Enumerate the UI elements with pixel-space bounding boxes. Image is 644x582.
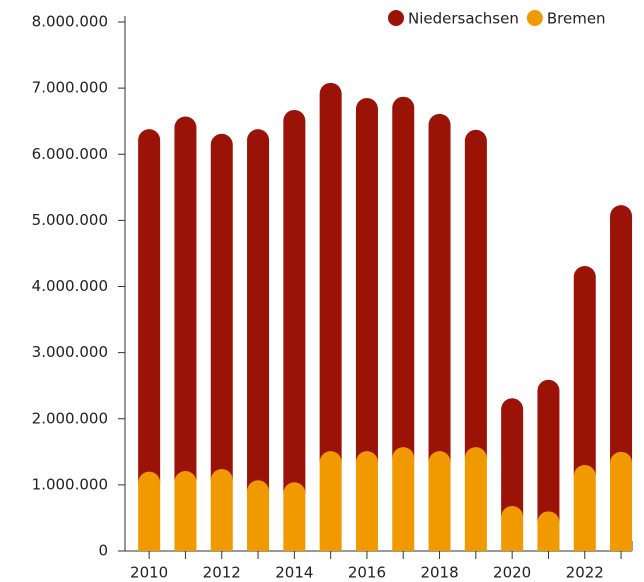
y-tick-label: 6.000.000 [32,145,108,163]
x-tick-label: 2014 [275,564,313,582]
bar-segment [355,98,378,463]
bar-segment [501,398,524,518]
bar-segment [573,266,596,477]
y-tick-label: 4.000.000 [32,277,108,295]
bar-segment [355,451,378,551]
bar-segment [247,480,270,551]
legend-label: Bremen [547,10,606,28]
bar-segment [501,506,524,551]
bar-segment [428,113,451,463]
bar-segment [283,109,306,494]
bar-segment [392,447,415,551]
legend-label: Niedersachsen [408,10,519,28]
bar-segment [537,379,560,523]
bar-segment [537,511,560,551]
y-tick-label: 8.000.000 [32,13,108,31]
legend-swatch [526,10,543,26]
bar-segment [174,470,197,551]
bar-segment [610,205,633,463]
x-tick-label: 2016 [348,564,386,582]
bar-segment [138,129,161,483]
y-tick-label: 1.000.000 [32,475,108,493]
bar-segment [319,82,342,463]
bar-segment [210,469,233,551]
bar-segment [138,471,161,551]
legend-swatch [388,10,404,26]
x-tick-label: 2020 [493,564,531,582]
bar-segment [319,451,342,551]
bar-segment [283,482,306,551]
y-tick-label: 0 [98,542,108,560]
x-tick-label: 2022 [566,564,604,582]
bar-segment [247,129,270,492]
x-tick-label: 2018 [420,564,458,582]
bar-segment [174,116,197,482]
y-tick-label: 5.000.000 [32,211,108,229]
x-tick-label: 2012 [203,564,241,582]
y-tick-label: 7.000.000 [32,79,108,97]
x-tick-label: 2010 [130,564,168,582]
bar-segment [392,96,415,459]
bar-segment [464,129,487,459]
bar-segment [464,447,487,551]
y-tick-label: 3.000.000 [32,343,108,361]
y-tick-label: 2.000.000 [32,409,108,427]
bar-segment [573,465,596,551]
bar-segment [210,133,233,481]
bar-segment [610,451,633,551]
bar-segment [428,451,451,551]
